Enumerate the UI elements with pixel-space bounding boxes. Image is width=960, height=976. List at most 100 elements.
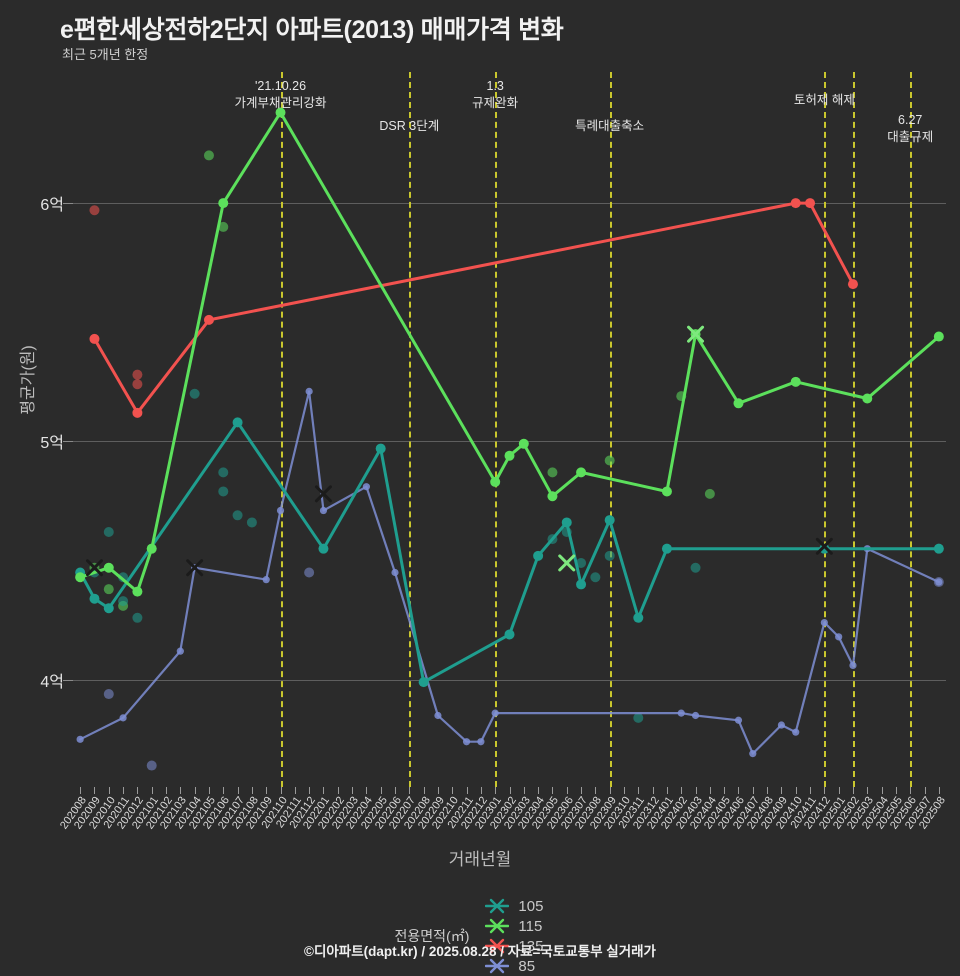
- scatter-point: [103, 584, 114, 595]
- data-point-85: [262, 576, 270, 584]
- scatter-point: [218, 467, 229, 478]
- scatter-point: [547, 467, 558, 478]
- y-tick-dash: [63, 679, 73, 681]
- event-annotation-label: 토허제 해제: [793, 93, 855, 107]
- data-point-115: [661, 486, 672, 497]
- data-point-85: [319, 506, 328, 515]
- x-tick: [108, 787, 110, 794]
- x-tick: [266, 787, 268, 794]
- x-tick: [810, 787, 812, 794]
- legend-item-105[interactable]: 105: [485, 896, 543, 916]
- x-marker: [558, 554, 576, 572]
- y-tick-label: 4억: [40, 673, 64, 691]
- x-tick: [881, 787, 883, 794]
- data-point-105: [504, 629, 515, 640]
- data-point-115: [504, 450, 515, 461]
- scatter-point: [132, 612, 143, 623]
- x-tick: [251, 787, 253, 794]
- scatter-point: [232, 510, 243, 521]
- x-tick: [123, 787, 125, 794]
- x-marker-stroke: [85, 559, 103, 577]
- data-point-105: [561, 517, 572, 528]
- x-tick: [709, 787, 711, 794]
- x-tick: [724, 787, 726, 794]
- gridline: [73, 441, 946, 443]
- event-annotation-label: DSR 3단계: [379, 119, 440, 133]
- legend-label: 105: [518, 897, 544, 915]
- data-point-85: [777, 721, 786, 729]
- scatter-point: [633, 712, 644, 723]
- x-tick: [623, 787, 625, 794]
- x-tick: [638, 787, 640, 794]
- data-point-85: [935, 578, 943, 586]
- data-point-105: [89, 593, 100, 604]
- data-point-85: [477, 738, 485, 746]
- x-tick: [423, 787, 425, 794]
- scatter-point: [576, 557, 587, 568]
- data-point-135: [790, 198, 801, 209]
- x-tick: [466, 787, 468, 794]
- scatter-point: [118, 596, 129, 607]
- x-marker: [85, 559, 103, 577]
- x-tick: [366, 787, 368, 794]
- legend-label: 135: [518, 937, 544, 955]
- data-point-105: [533, 550, 544, 561]
- event-line: [910, 72, 913, 787]
- event-line: [609, 72, 612, 787]
- x-marker: [687, 325, 705, 343]
- x-tick: [352, 787, 354, 794]
- x-tick: [94, 787, 96, 794]
- x-tick: [294, 787, 296, 794]
- x-tick: [151, 787, 153, 794]
- x-marker-stroke: [815, 537, 833, 555]
- x-marker-stroke: [314, 485, 332, 503]
- data-point-105: [318, 543, 329, 554]
- data-point-85: [835, 633, 843, 641]
- x-marker: [186, 559, 204, 577]
- data-point-85: [749, 750, 757, 758]
- x-tick: [80, 787, 82, 794]
- event-annotation-label: 1.3 규제완화: [472, 79, 519, 110]
- data-point-105: [232, 417, 243, 428]
- x-tick: [867, 787, 869, 794]
- legend-marker-icon: [485, 898, 510, 914]
- x-tick: [938, 787, 940, 794]
- x-tick: [781, 787, 783, 794]
- gridline: [73, 203, 946, 205]
- chart-title: e편한세상전하2단지 아파트(2013) 매매가격 변화: [60, 16, 564, 44]
- scatter-point: [690, 562, 701, 573]
- scatter-point: [189, 388, 200, 399]
- x-tick: [752, 787, 754, 794]
- data-point-135: [847, 279, 858, 290]
- legend-label: 85: [518, 957, 536, 975]
- x-tick: [652, 787, 654, 794]
- x-tick: [581, 787, 583, 794]
- x-tick: [395, 787, 396, 794]
- event-line: [824, 72, 827, 787]
- legend-item-135[interactable]: 135: [485, 936, 543, 956]
- x-tick: [223, 787, 225, 794]
- x-tick: [538, 787, 540, 794]
- footer-credit: ©디아파트(dapt.kr) / 2025.08.28 / 자료=국토교통부 실…: [304, 944, 656, 959]
- x-tick: [480, 787, 482, 794]
- x-tick: [681, 787, 683, 794]
- legend-items: 105 115 135 85: [485, 896, 565, 976]
- event-annotation-label: '21.10.26 가계부채관리강화: [234, 79, 327, 110]
- x-tick: [824, 787, 826, 794]
- x-tick: [337, 787, 339, 794]
- data-point-85: [119, 714, 127, 722]
- data-point-85: [849, 661, 857, 670]
- event-annotation-label: 6.27 대출규제: [887, 113, 934, 144]
- data-point-135: [89, 333, 100, 344]
- x-tick: [194, 787, 196, 794]
- x-marker: [314, 485, 332, 503]
- y-axis-label: 평균가(원): [20, 345, 37, 415]
- x-marker: [815, 537, 833, 555]
- data-point-85: [434, 711, 442, 720]
- x-tick: [208, 787, 210, 794]
- legend-item-115[interactable]: 115: [485, 916, 543, 936]
- data-point-85: [462, 738, 471, 746]
- data-point-115: [862, 393, 873, 404]
- x-tick: [795, 787, 797, 794]
